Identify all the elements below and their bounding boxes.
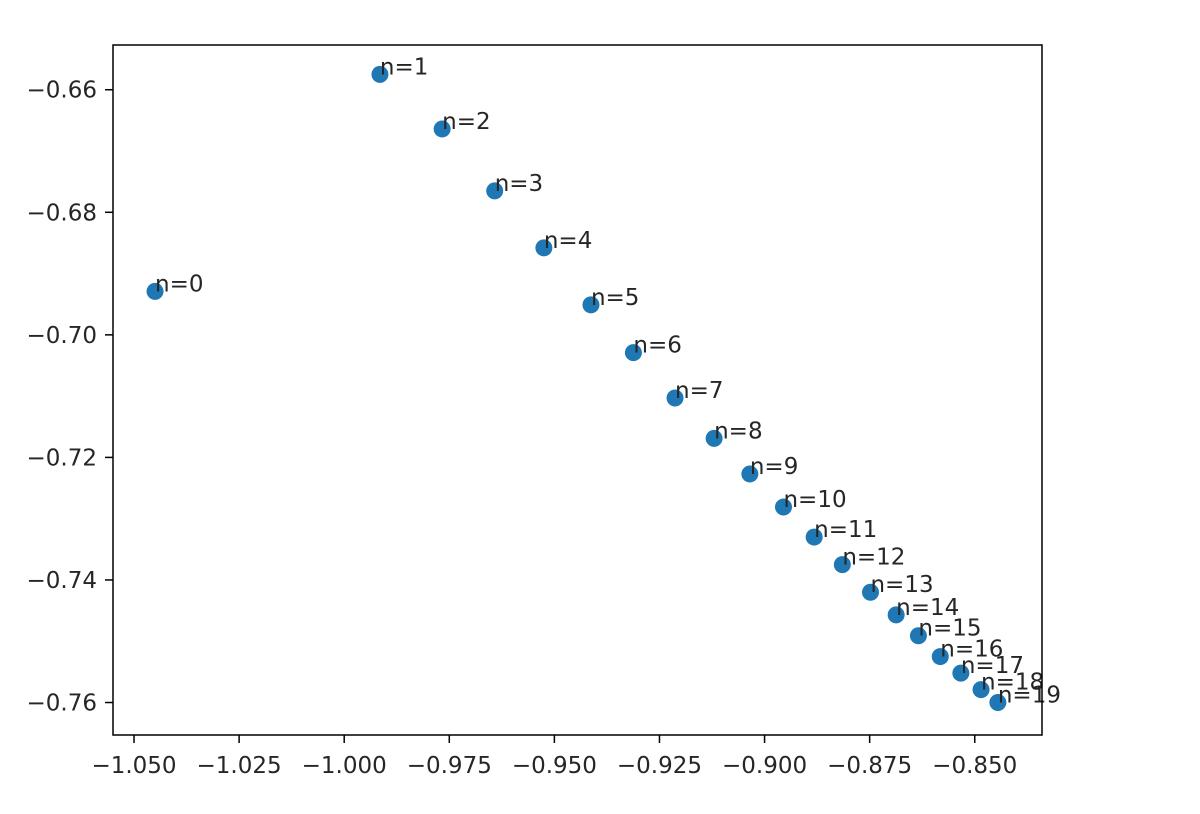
y-tick-label: −0.68 [27, 200, 97, 226]
x-tick-label: −1.050 [91, 753, 176, 779]
data-point [861, 583, 879, 601]
data-point [741, 465, 759, 483]
y-axis-ticks: −0.66 −0.68 −0.70 −0.72 −0.74 −0.76 [27, 78, 113, 717]
data-point [666, 389, 684, 407]
data-point [805, 528, 823, 546]
data-points [146, 65, 1007, 712]
data-point [989, 694, 1007, 712]
x-tick-label: −0.850 [932, 753, 1017, 779]
point-label: n=18 [981, 670, 1044, 696]
data-point [371, 65, 389, 83]
point-label: n=17 [961, 653, 1024, 679]
point-labels: n=0n=1n=2n=3n=4n=5n=6n=7n=8n=9n=10n=11n=… [155, 54, 1061, 708]
y-tick-label: −0.66 [27, 78, 97, 104]
y-tick-label: −0.70 [27, 323, 97, 349]
point-label: n=5 [591, 285, 639, 311]
y-tick-label: −0.72 [27, 445, 97, 471]
point-label: n=19 [998, 683, 1061, 709]
point-label: n=4 [544, 228, 592, 254]
data-point [887, 606, 905, 624]
x-tick-label: −0.925 [617, 753, 702, 779]
point-label: n=3 [495, 171, 543, 197]
point-label: n=10 [783, 487, 846, 513]
data-point [833, 556, 851, 574]
data-point [624, 344, 642, 362]
data-point [433, 120, 451, 138]
x-tick-label: −0.900 [722, 753, 807, 779]
data-point [535, 239, 553, 257]
point-label: n=16 [940, 637, 1003, 663]
point-label: n=0 [155, 271, 203, 297]
y-tick-label: −0.76 [27, 691, 97, 717]
y-tick-label: −0.74 [27, 568, 97, 594]
point-label: n=11 [814, 517, 877, 543]
x-axis-ticks: −1.050 −1.025 −1.000 −0.975 −0.950 −0.925 −0.9… [91, 735, 1017, 779]
point-label: n=14 [896, 595, 959, 621]
data-point [774, 498, 792, 516]
x-tick-label: −1.000 [302, 753, 387, 779]
x-tick-label: −1.025 [197, 753, 282, 779]
data-point [931, 648, 949, 666]
data-point [582, 296, 600, 314]
data-point [909, 627, 927, 645]
data-point [952, 664, 970, 682]
plot-area-frame [112, 44, 1043, 736]
data-point [486, 182, 504, 200]
point-label: n=13 [870, 572, 933, 598]
point-label: n=7 [675, 378, 723, 404]
data-point [972, 681, 990, 699]
data-point [705, 429, 723, 447]
x-tick-label: −0.875 [827, 753, 912, 779]
point-label: n=6 [633, 333, 681, 359]
point-label: n=1 [380, 54, 428, 80]
point-label: n=9 [750, 454, 798, 480]
point-label: n=8 [714, 418, 762, 444]
point-label: n=15 [918, 616, 981, 642]
data-point [146, 282, 164, 300]
point-label: n=12 [842, 545, 905, 571]
x-tick-label: −0.950 [512, 753, 597, 779]
x-tick-label: −0.975 [407, 753, 492, 779]
point-label: n=2 [442, 109, 490, 135]
